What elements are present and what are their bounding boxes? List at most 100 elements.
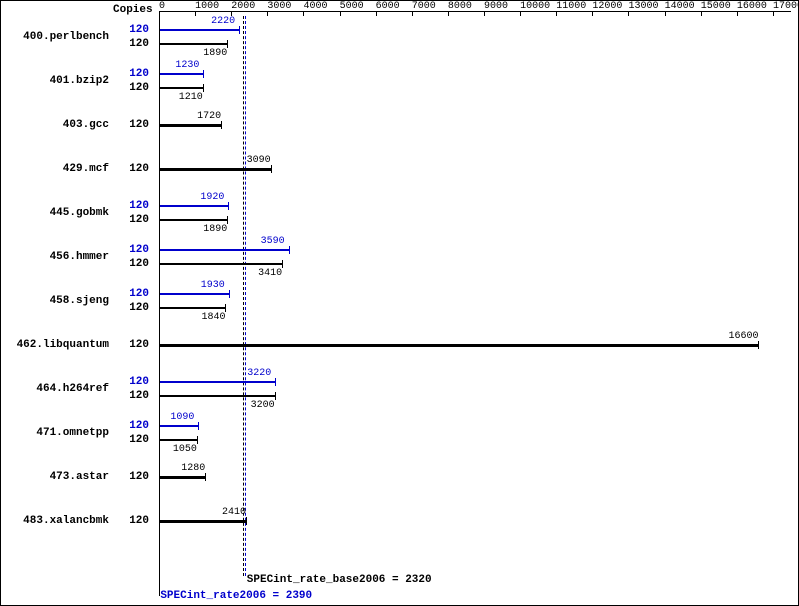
benchmark-name: 483.xalancbmk (0, 515, 109, 527)
copies-header: Copies (113, 4, 153, 16)
bar-cap-peak (275, 378, 276, 386)
x-tick-label: 8000 (448, 1, 472, 12)
bar-cap-base (227, 40, 228, 48)
bar-value-base: 1890 (203, 48, 227, 59)
x-tick-label: 6000 (376, 1, 400, 12)
copies-base: 120 (119, 38, 149, 50)
bar-base (159, 263, 282, 265)
bar-cap-peak (203, 70, 204, 78)
x-tick-label: 4000 (303, 1, 327, 12)
bar-base (159, 344, 758, 347)
bar-value-base: 1840 (201, 312, 225, 323)
x-tick-label: 17000 (773, 1, 799, 12)
bar-value-base: 1050 (173, 444, 197, 455)
y-axis-line (159, 11, 160, 596)
bar-value-peak: 1930 (201, 280, 225, 291)
bar-value-base: 3090 (247, 155, 271, 166)
bar-peak (159, 425, 198, 427)
copies-peak: 120 (119, 376, 149, 388)
bar-value-peak: 3590 (261, 236, 285, 247)
copies-peak: 120 (119, 244, 149, 256)
bar-base (159, 43, 227, 45)
bar-cap-base (246, 517, 247, 525)
benchmark-name: 464.h264ref (0, 383, 109, 395)
bar-value-peak: 3220 (247, 368, 271, 379)
x-tick-label: 15000 (701, 1, 731, 12)
bar-value-peak: 2220 (211, 16, 235, 27)
bar-value-base: 3410 (258, 268, 282, 279)
bar-value-base: 16600 (728, 331, 758, 342)
copies-peak: 120 (119, 200, 149, 212)
bar-cap-base (275, 392, 276, 400)
copies-base: 120 (119, 390, 149, 402)
footer-base-label: SPECint_rate_base2006 = 2320 (247, 574, 432, 586)
bar-base (159, 307, 225, 309)
copies-base: 120 (119, 471, 149, 483)
bar-base (159, 395, 275, 397)
x-tick-label: 5000 (340, 1, 364, 12)
copies-base: 120 (119, 82, 149, 94)
x-tick-label: 16000 (737, 1, 767, 12)
copies-base: 120 (119, 302, 149, 314)
copies-base: 120 (119, 163, 149, 175)
bar-base (159, 219, 227, 221)
x-tick-label: 9000 (484, 1, 508, 12)
bar-cap-base (282, 260, 283, 268)
reference-line-base (243, 16, 244, 576)
copies-base: 120 (119, 515, 149, 527)
x-tick-label: 7000 (412, 1, 436, 12)
bar-peak (159, 249, 289, 251)
bar-cap-base (227, 216, 228, 224)
bar-cap-base (221, 121, 222, 129)
benchmark-name: 458.sjeng (0, 295, 109, 307)
benchmark-name: 471.omnetpp (0, 427, 109, 439)
copies-base: 120 (119, 119, 149, 131)
x-tick-label: 12000 (592, 1, 622, 12)
copies-peak: 120 (119, 68, 149, 80)
bar-cap-base (205, 473, 206, 481)
x-tick-label: 10000 (520, 1, 550, 12)
bar-base (159, 439, 197, 441)
copies-base: 120 (119, 339, 149, 351)
bar-base (159, 476, 205, 479)
copies-base: 120 (119, 258, 149, 270)
bar-peak (159, 29, 239, 31)
bar-cap-base (271, 165, 272, 173)
benchmark-name: 401.bzip2 (0, 75, 109, 87)
bar-peak (159, 73, 203, 75)
bar-cap-peak (289, 246, 290, 254)
bar-base (159, 168, 271, 171)
benchmark-name: 400.perlbench (0, 31, 109, 43)
reference-line-peak (245, 16, 246, 576)
bar-peak (159, 205, 228, 207)
x-tick-label: 1000 (195, 1, 219, 12)
bar-value-peak: 1230 (175, 60, 199, 71)
x-tick-label: 3000 (267, 1, 291, 12)
bar-value-base: 1890 (203, 224, 227, 235)
bar-value-peak: 1920 (200, 192, 224, 203)
bar-base (159, 520, 246, 523)
x-tick-label: 2000 (231, 1, 255, 12)
benchmark-name: 473.astar (0, 471, 109, 483)
bar-peak (159, 293, 229, 295)
bar-peak (159, 381, 275, 383)
x-tick-label: 14000 (665, 1, 695, 12)
bar-value-base: 3200 (251, 400, 275, 411)
copies-peak: 120 (119, 24, 149, 36)
bar-value-base: 1280 (181, 463, 205, 474)
copies-base: 120 (119, 434, 149, 446)
footer-peak-label: SPECint_rate2006 = 2390 (160, 590, 312, 602)
bar-cap-base (197, 436, 198, 444)
bar-value-base: 1720 (197, 111, 221, 122)
x-tick-label: 11000 (556, 1, 586, 12)
bar-base (159, 124, 221, 127)
bar-value-peak: 1090 (170, 412, 194, 423)
benchmark-name: 403.gcc (0, 119, 109, 131)
bar-cap-peak (198, 422, 199, 430)
benchmark-name: 462.libquantum (0, 339, 109, 351)
bar-cap-base (203, 84, 204, 92)
bar-cap-peak (229, 290, 230, 298)
copies-peak: 120 (119, 420, 149, 432)
bar-value-base: 1210 (179, 92, 203, 103)
bar-cap-peak (239, 26, 240, 34)
